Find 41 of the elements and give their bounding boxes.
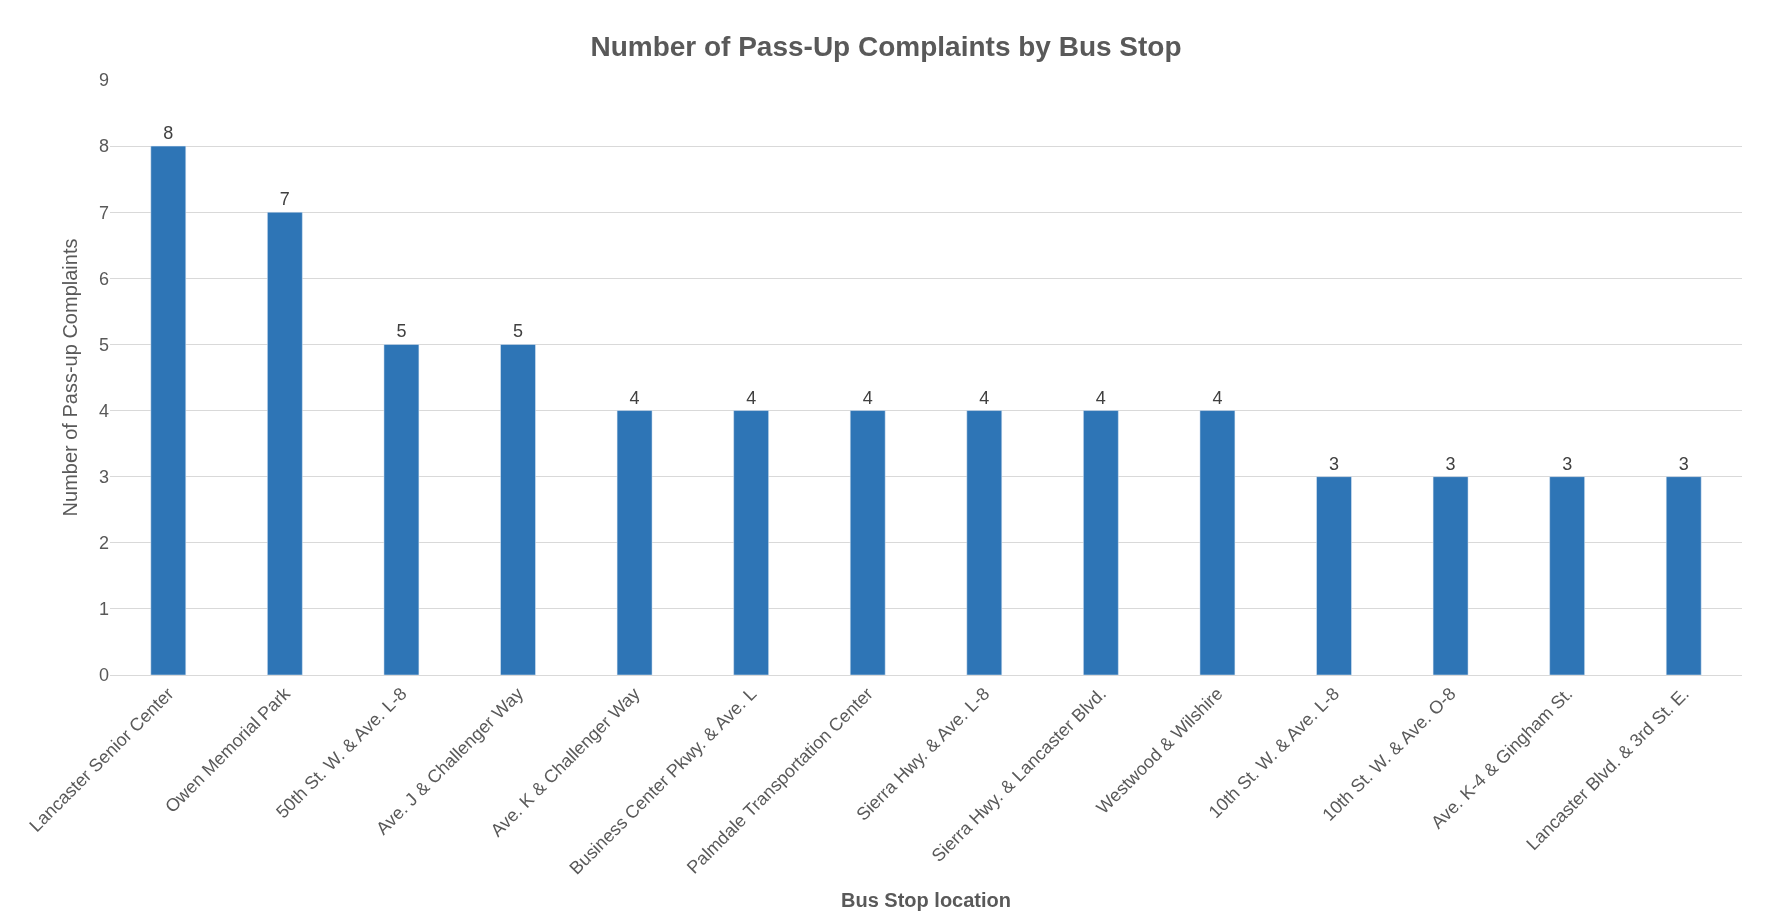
bar [616,410,653,675]
data-label: 3 [1445,453,1456,474]
data-label: 7 [279,189,290,210]
data-label: 4 [1095,387,1106,408]
bar [1199,410,1236,675]
bar [1549,476,1585,675]
data-label: 4 [862,387,873,408]
y-tick-label: 0 [98,665,109,686]
data-label: 8 [163,123,174,144]
data-label: 3 [1562,453,1573,474]
y-tick-label: 5 [98,334,109,355]
data-label: 3 [1328,453,1340,474]
data-label: 5 [512,321,524,342]
bar [1083,410,1119,675]
data-label: 4 [629,387,640,408]
y-axis-title: Number of Pass-up Complaints [59,238,82,517]
y-tick-label: 8 [98,136,109,157]
y-tick-label: 3 [98,466,109,487]
data-label: 5 [396,321,407,342]
bar [1316,476,1352,675]
bar [500,344,536,675]
bar [383,344,420,675]
chart-title: Number of Pass-Up Complaints by Bus Stop [590,31,1182,63]
bar [267,211,303,675]
data-label: 3 [1678,453,1689,474]
bar [1432,476,1469,675]
y-tick-label: 7 [98,202,109,223]
y-tick-label: 1 [98,599,109,620]
y-tick-label: 6 [98,268,109,289]
data-label: 4 [1212,387,1223,408]
bar [1665,476,1702,675]
bar [733,410,769,675]
x-axis-title: Bus Stop location [841,888,1011,911]
y-tick-label: 4 [98,400,109,421]
y-tick-label: 2 [98,533,109,554]
bar [849,410,886,675]
bar [966,410,1003,675]
data-label: 4 [979,387,990,408]
bar [150,145,187,675]
y-tick-label: 9 [98,70,109,91]
data-label: 4 [746,387,757,408]
